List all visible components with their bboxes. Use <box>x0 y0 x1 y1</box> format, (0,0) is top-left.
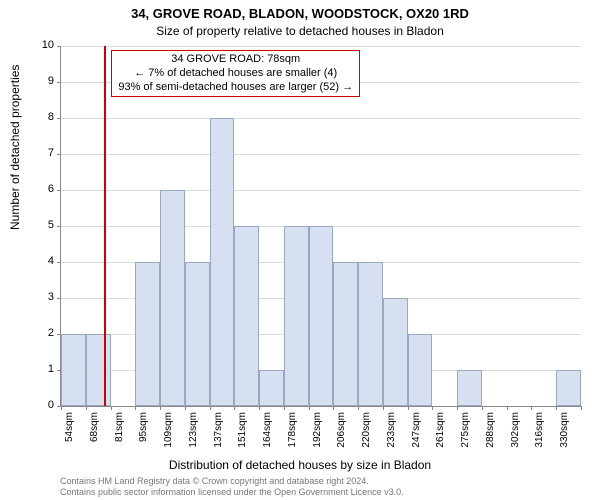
x-tick-mark <box>309 406 310 410</box>
plot-area <box>60 46 581 407</box>
y-tick-label: 7 <box>34 147 54 159</box>
annotation-line-3: 93% of semi-detached houses are larger (… <box>118 81 353 95</box>
histogram-bar <box>383 298 408 406</box>
x-tick-label: 330sqm <box>559 412 570 452</box>
histogram-bar <box>210 118 235 406</box>
y-tick-mark <box>57 118 61 119</box>
y-tick-mark <box>57 154 61 155</box>
x-tick-label: 137sqm <box>213 412 224 452</box>
x-tick-label: 206sqm <box>336 412 347 452</box>
y-tick-mark <box>57 46 61 47</box>
property-marker-line <box>104 46 106 406</box>
x-tick-label: 81sqm <box>114 412 125 452</box>
x-tick-mark <box>160 406 161 410</box>
x-tick-label: 261sqm <box>435 412 446 452</box>
y-tick-label: 4 <box>34 255 54 267</box>
x-tick-mark <box>581 406 582 410</box>
x-tick-mark <box>135 406 136 410</box>
x-tick-mark <box>457 406 458 410</box>
y-tick-mark <box>57 298 61 299</box>
histogram-bar <box>259 370 284 406</box>
x-tick-label: 220sqm <box>361 412 372 452</box>
x-tick-label: 164sqm <box>262 412 273 452</box>
gridline <box>61 118 581 119</box>
y-tick-label: 10 <box>34 39 54 51</box>
annotation-line-2: ← 7% of detached houses are smaller (4) <box>118 67 353 81</box>
x-tick-label: 68sqm <box>89 412 100 452</box>
annotation-box: 34 GROVE ROAD: 78sqm ← 7% of detached ho… <box>111 50 360 97</box>
x-tick-label: 288sqm <box>485 412 496 452</box>
x-tick-mark <box>185 406 186 410</box>
x-tick-mark <box>61 406 62 410</box>
chart-title: 34, GROVE ROAD, BLADON, WOODSTOCK, OX20 … <box>0 6 600 21</box>
credit-line-2: Contains public sector information licen… <box>60 487 404 497</box>
credit-line-1: Contains HM Land Registry data © Crown c… <box>60 476 369 486</box>
x-tick-mark <box>383 406 384 410</box>
y-tick-mark <box>57 226 61 227</box>
y-tick-label: 1 <box>34 363 54 375</box>
y-tick-label: 5 <box>34 219 54 231</box>
x-tick-label: 95sqm <box>138 412 149 452</box>
y-tick-mark <box>57 190 61 191</box>
x-tick-label: 247sqm <box>411 412 422 452</box>
annotation-line-1: 34 GROVE ROAD: 78sqm <box>118 53 353 67</box>
x-tick-mark <box>333 406 334 410</box>
histogram-bar <box>135 262 160 406</box>
histogram-bar <box>358 262 383 406</box>
gridline <box>61 154 581 155</box>
y-tick-label: 2 <box>34 327 54 339</box>
histogram-bar <box>457 370 482 406</box>
y-tick-label: 3 <box>34 291 54 303</box>
histogram-bar <box>556 370 581 406</box>
x-tick-mark <box>210 406 211 410</box>
y-axis-label: Number of detached properties <box>8 65 22 230</box>
histogram-bar <box>408 334 433 406</box>
x-tick-mark <box>507 406 508 410</box>
chart-subtitle: Size of property relative to detached ho… <box>0 24 600 38</box>
gridline <box>61 190 581 191</box>
x-tick-mark <box>234 406 235 410</box>
x-tick-label: 275sqm <box>460 412 471 452</box>
histogram-bar <box>234 226 259 406</box>
histogram-bar <box>309 226 334 406</box>
y-tick-label: 6 <box>34 183 54 195</box>
x-tick-label: 178sqm <box>287 412 298 452</box>
histogram-bar <box>333 262 358 406</box>
y-tick-mark <box>57 262 61 263</box>
y-tick-label: 9 <box>34 75 54 87</box>
x-tick-label: 316sqm <box>534 412 545 452</box>
x-tick-label: 123sqm <box>188 412 199 452</box>
histogram-bar <box>86 334 111 406</box>
x-tick-mark <box>482 406 483 410</box>
x-tick-mark <box>408 406 409 410</box>
x-tick-label: 302sqm <box>510 412 521 452</box>
y-tick-label: 8 <box>34 111 54 123</box>
x-tick-mark <box>259 406 260 410</box>
histogram-bar <box>61 334 86 406</box>
x-tick-label: 109sqm <box>163 412 174 452</box>
gridline <box>61 46 581 47</box>
histogram-bar <box>284 226 309 406</box>
y-tick-mark <box>57 82 61 83</box>
x-tick-label: 54sqm <box>64 412 75 452</box>
x-tick-mark <box>111 406 112 410</box>
x-tick-mark <box>284 406 285 410</box>
x-axis-label: Distribution of detached houses by size … <box>0 458 600 472</box>
x-tick-mark <box>432 406 433 410</box>
x-tick-label: 233sqm <box>386 412 397 452</box>
x-tick-mark <box>531 406 532 410</box>
x-tick-mark <box>556 406 557 410</box>
x-tick-label: 151sqm <box>237 412 248 452</box>
histogram-bar <box>160 190 185 406</box>
histogram-bar <box>185 262 210 406</box>
y-tick-label: 0 <box>34 399 54 411</box>
x-tick-mark <box>86 406 87 410</box>
x-tick-mark <box>358 406 359 410</box>
x-tick-label: 192sqm <box>312 412 323 452</box>
